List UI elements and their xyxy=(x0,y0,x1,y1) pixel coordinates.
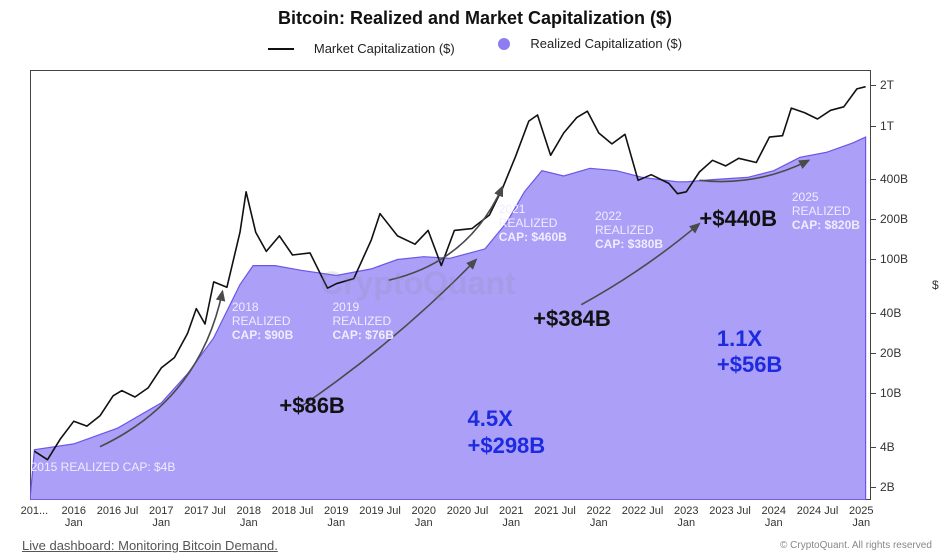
y-tick: 1T xyxy=(880,119,894,133)
legend-dot-swatch xyxy=(498,38,510,50)
legend: Market Capitalization ($) Realized Capit… xyxy=(0,36,950,56)
x-tick: 2022 Jul xyxy=(622,505,664,517)
x-tick: 2021 Jul xyxy=(534,505,576,517)
live-dashboard-link[interactable]: Live dashboard: Monitoring Bitcoin Deman… xyxy=(22,538,278,553)
y-tick: 400B xyxy=(880,172,908,186)
y-tick: 40B xyxy=(880,306,901,320)
copyright-text: © CryptoQuant. All rights reserved xyxy=(780,540,932,551)
legend-market-label: Market Capitalization ($) xyxy=(314,41,455,56)
legend-line-swatch xyxy=(268,48,294,50)
y-tick: 4B xyxy=(880,440,895,454)
x-tick: 2018 Jul xyxy=(272,505,314,517)
x-tick: 2025 Jan xyxy=(849,505,873,529)
y-tick: 2T xyxy=(880,78,894,92)
x-tick: 201... xyxy=(21,505,49,517)
x-tick: 2018 Jan xyxy=(237,505,261,529)
x-tick: 2022 Jan xyxy=(587,505,611,529)
legend-realized: Realized Capitalization ($) xyxy=(488,36,692,51)
realized-area xyxy=(30,137,866,500)
y-tick: 100B xyxy=(880,252,908,266)
x-tick: 2020 Jan xyxy=(412,505,436,529)
y-tick: 20B xyxy=(880,346,901,360)
x-tick: 2016 Jan xyxy=(62,505,86,529)
y-axis-currency-label: $ xyxy=(932,278,939,292)
y-tick: 10B xyxy=(880,386,901,400)
x-tick: 2024 Jul xyxy=(797,505,839,517)
legend-realized-label: Realized Capitalization ($) xyxy=(530,36,682,51)
x-tick: 2021 Jan xyxy=(499,505,523,529)
legend-market: Market Capitalization ($) xyxy=(258,41,465,56)
y-axis-line xyxy=(870,70,871,500)
x-tick: 2024 Jan xyxy=(762,505,786,529)
chart-svg xyxy=(30,70,870,500)
y-tick: 2B xyxy=(880,480,895,494)
x-tick: 2017 Jul xyxy=(184,505,226,517)
x-tick: 2023 Jul xyxy=(709,505,751,517)
x-tick: 2023 Jan xyxy=(674,505,698,529)
x-tick: 2017 Jan xyxy=(149,505,173,529)
x-tick: 2016 Jul xyxy=(97,505,139,517)
chart-title: Bitcoin: Realized and Market Capitalizat… xyxy=(0,8,950,29)
x-tick: 2020 Jul xyxy=(447,505,489,517)
x-tick: 2019 Jan xyxy=(324,505,348,529)
x-tick: 2019 Jul xyxy=(359,505,401,517)
y-tick: 200B xyxy=(880,212,908,226)
